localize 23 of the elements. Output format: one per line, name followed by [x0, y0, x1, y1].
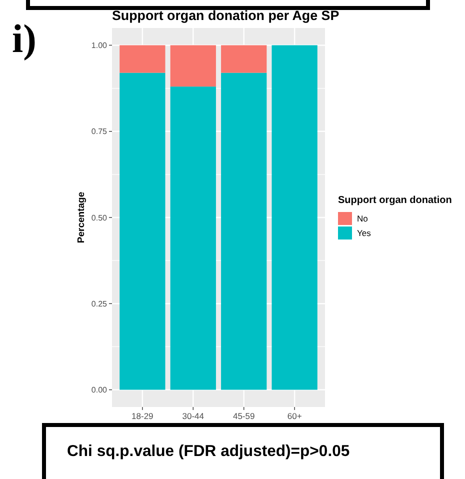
legend-label: No: [357, 213, 368, 224]
text: Chi sq.p.value (FDR adjusted)=p>0.05: [67, 443, 350, 460]
y-tick-label: 1.00: [91, 41, 108, 50]
y-tick-label: 0.25: [91, 299, 108, 308]
legend-title: Support organ donation: [338, 195, 452, 206]
bar: [221, 72, 267, 390]
text: i): [12, 16, 36, 61]
y-tick-label: 0.50: [91, 213, 108, 222]
bar: [170, 45, 216, 87]
x-tick-label: 45-59: [232, 411, 255, 421]
x-tick-label: 60+: [287, 411, 302, 421]
bar: [170, 86, 216, 390]
y-axis-title: Percentage: [76, 192, 87, 244]
bar: [120, 45, 166, 73]
bar: [272, 45, 318, 390]
x-tick-label: 18-29: [132, 411, 154, 421]
legend-label: Yes: [357, 228, 371, 238]
bar: [221, 45, 267, 73]
chart-title: Support organ donation per Age SP: [112, 8, 340, 23]
y-tick-label: 0.75: [91, 127, 108, 136]
bar: [120, 72, 166, 390]
x-tick-label: 30-44: [182, 411, 204, 421]
y-tick-label: 0.00: [91, 386, 108, 395]
